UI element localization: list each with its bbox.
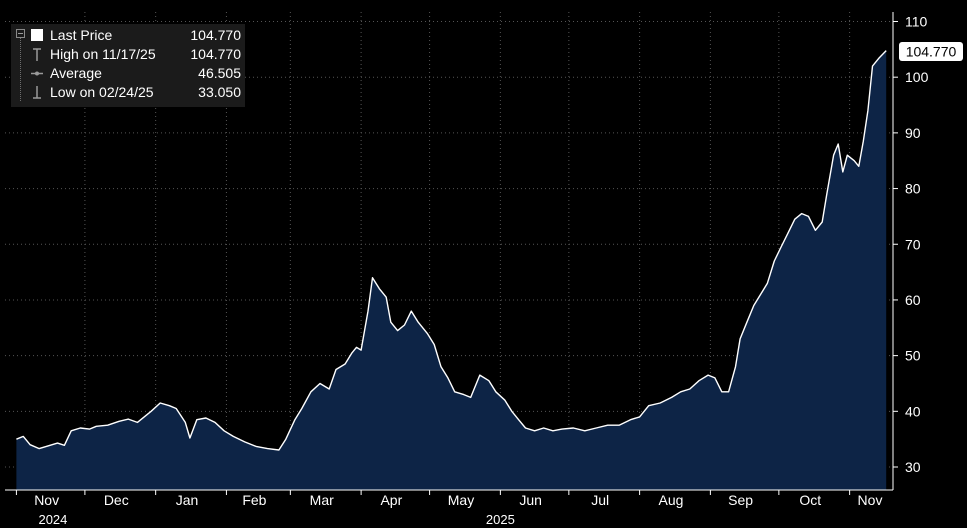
legend-item-high[interactable]: High on 11/17/25 104.770 <box>11 45 245 64</box>
x-tick-label: Nov <box>34 492 59 508</box>
average-line-icon <box>31 71 43 76</box>
legend-value: 104.770 <box>190 27 241 43</box>
axes <box>5 12 894 491</box>
y-tick-label: 100 <box>905 69 929 85</box>
x-axis-ticks: Nov Dec Jan Feb Mar Apr May Jun Jul Aug Sep Oct Nov 2… <box>15 490 883 527</box>
x-tick-label: Sep <box>728 492 753 508</box>
x-tick-label: Apr <box>380 492 402 508</box>
last-price-tag: 104.770 <box>899 42 963 61</box>
last-price-tag-text: 104.770 <box>906 44 957 60</box>
x-tick-label: Dec <box>104 492 129 508</box>
price-line <box>16 50 887 451</box>
legend-item-average[interactable]: Average 46.505 <box>11 64 245 83</box>
legend-collapse-icon[interactable] <box>16 29 25 38</box>
x-tick-label: Mar <box>310 492 334 508</box>
x-tick-label: Aug <box>659 492 684 508</box>
legend-item-last-price[interactable]: Last Price 104.770 <box>11 26 245 45</box>
low-marker-icon <box>33 86 41 99</box>
x-tick-label: Nov <box>858 492 883 508</box>
x-tick-label: Jul <box>591 492 609 508</box>
legend-item-low[interactable]: Low on 02/24/25 33.050 <box>11 83 245 102</box>
x-tick-label: Jun <box>519 492 542 508</box>
legend-label: High on 11/17/25 <box>50 46 156 62</box>
price-area-fill <box>16 50 887 490</box>
x-tick-label: Feb <box>242 492 266 508</box>
legend-label: Last Price <box>50 27 113 43</box>
y-tick-label: 70 <box>905 236 921 252</box>
y-tick-label: 80 <box>905 181 921 197</box>
high-marker-icon <box>33 48 41 61</box>
y-tick-label: 90 <box>905 125 921 141</box>
x-year-label: 2025 <box>486 512 515 527</box>
x-year-label: 2024 <box>38 512 67 527</box>
x-tick-label: Oct <box>799 492 821 508</box>
legend-value: 104.770 <box>190 46 241 62</box>
y-tick-label: 110 <box>905 14 928 30</box>
legend-label: Average <box>50 65 102 81</box>
last-price-tag-box <box>899 42 963 61</box>
legend-tree-line <box>20 38 22 101</box>
white-square-swatch-icon <box>31 29 43 41</box>
y-tick-label: 60 <box>905 292 921 308</box>
legend-value: 33.050 <box>198 84 241 100</box>
y-tick-label: 30 <box>905 459 921 475</box>
x-tick-label: May <box>448 492 474 508</box>
x-tick-label: Jan <box>176 492 199 508</box>
legend-label: Low on 02/24/25 <box>50 84 154 100</box>
y-tick-label: 50 <box>905 348 921 364</box>
price-area-layer <box>16 50 887 490</box>
legend-value: 46.505 <box>198 65 241 81</box>
y-axis-ticks: 30 40 50 60 70 80 90 100 110 <box>893 14 929 475</box>
y-tick-label: 40 <box>905 403 921 419</box>
legend[interactable]: Last Price 104.770 High on 11/17/25 104.… <box>11 24 245 107</box>
